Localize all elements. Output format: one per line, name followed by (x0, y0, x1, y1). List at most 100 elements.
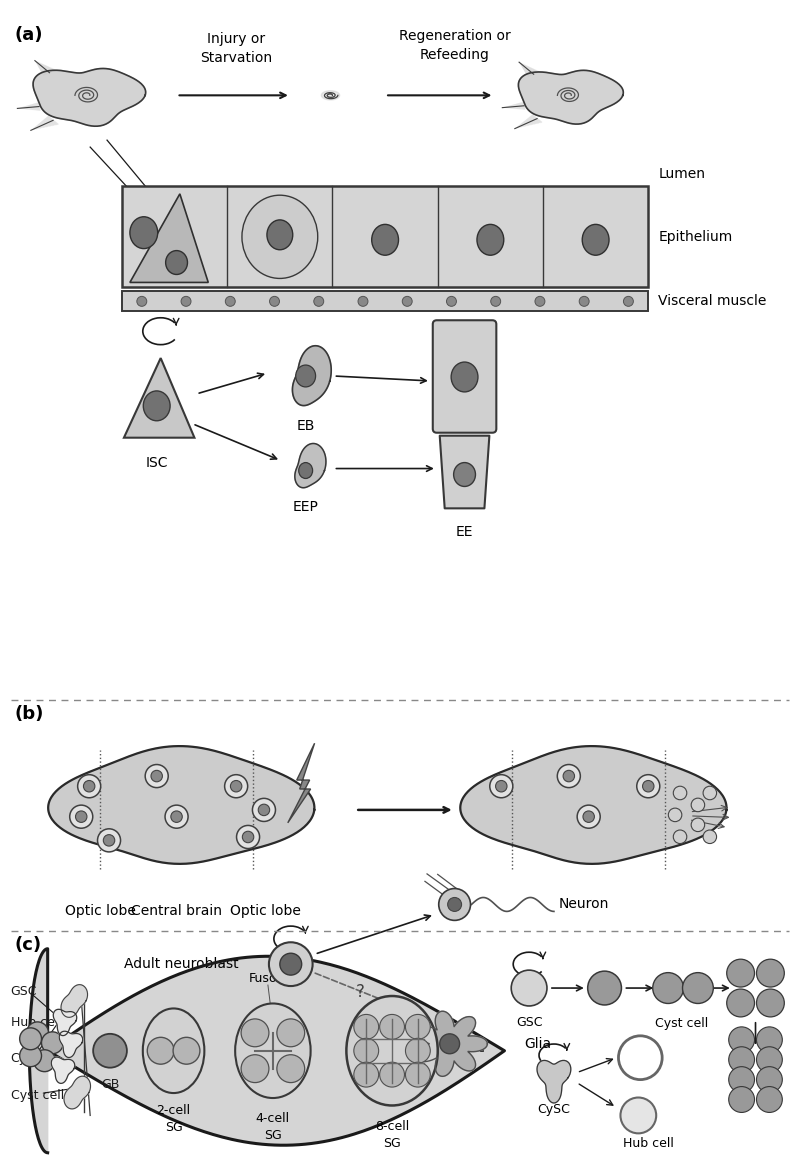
Ellipse shape (298, 463, 313, 478)
Polygon shape (41, 67, 50, 71)
Polygon shape (38, 65, 44, 67)
Circle shape (674, 830, 686, 843)
Polygon shape (41, 122, 46, 127)
Polygon shape (35, 127, 38, 129)
Circle shape (406, 1039, 430, 1063)
Circle shape (277, 1055, 305, 1083)
Polygon shape (34, 127, 37, 129)
Text: EE: EE (456, 526, 474, 540)
Ellipse shape (235, 1004, 310, 1098)
Circle shape (653, 972, 683, 1004)
Text: Cyst cell: Cyst cell (10, 1089, 64, 1103)
Text: GSC: GSC (10, 985, 38, 998)
Text: Adult neuroblast: Adult neuroblast (124, 957, 239, 971)
Circle shape (577, 805, 600, 828)
Polygon shape (31, 105, 33, 110)
Polygon shape (528, 72, 540, 77)
Polygon shape (519, 124, 522, 127)
Polygon shape (44, 119, 53, 126)
Polygon shape (33, 104, 34, 110)
Circle shape (147, 1037, 174, 1064)
Polygon shape (38, 64, 42, 65)
Polygon shape (322, 91, 340, 100)
Polygon shape (39, 123, 44, 128)
Circle shape (354, 1014, 378, 1040)
Circle shape (438, 889, 470, 920)
Polygon shape (522, 65, 526, 67)
Circle shape (691, 798, 705, 812)
Circle shape (226, 297, 235, 306)
Circle shape (402, 297, 412, 306)
Circle shape (623, 297, 634, 306)
Polygon shape (61, 985, 87, 1018)
Polygon shape (48, 116, 58, 124)
Circle shape (93, 1034, 127, 1068)
Polygon shape (528, 119, 535, 124)
Circle shape (729, 1027, 754, 1053)
Polygon shape (36, 126, 39, 128)
Polygon shape (27, 106, 28, 109)
Polygon shape (42, 121, 48, 127)
Circle shape (358, 297, 368, 306)
Circle shape (230, 780, 242, 792)
Circle shape (757, 1066, 782, 1092)
Circle shape (145, 764, 168, 787)
Circle shape (181, 297, 191, 306)
Polygon shape (525, 121, 530, 126)
Text: CySC: CySC (10, 1053, 43, 1065)
Text: Starvation: Starvation (200, 51, 272, 65)
Circle shape (729, 1047, 754, 1072)
Polygon shape (46, 119, 54, 126)
Polygon shape (30, 949, 505, 1153)
Text: SG: SG (383, 1137, 401, 1150)
Polygon shape (34, 128, 35, 129)
Polygon shape (524, 121, 529, 126)
Text: Optic lobe: Optic lobe (230, 905, 302, 919)
Polygon shape (521, 102, 522, 109)
Polygon shape (38, 65, 45, 67)
Circle shape (674, 786, 686, 800)
Polygon shape (525, 69, 533, 72)
Polygon shape (40, 66, 47, 70)
Circle shape (75, 811, 87, 822)
Circle shape (490, 775, 513, 798)
Ellipse shape (477, 224, 504, 255)
Circle shape (354, 1062, 378, 1087)
Circle shape (682, 972, 714, 1004)
Polygon shape (518, 70, 623, 124)
Text: Refeeding: Refeeding (420, 49, 490, 63)
Text: EB: EB (297, 419, 315, 433)
Polygon shape (518, 127, 519, 128)
Text: Injury or: Injury or (207, 31, 266, 45)
Circle shape (729, 1066, 754, 1092)
Polygon shape (38, 124, 42, 128)
Text: 4-cell: 4-cell (256, 1113, 290, 1126)
Circle shape (440, 1034, 459, 1054)
Text: Lumen: Lumen (658, 167, 705, 181)
Circle shape (70, 805, 93, 828)
Ellipse shape (582, 224, 609, 255)
Polygon shape (37, 126, 41, 128)
Circle shape (621, 1098, 656, 1134)
Circle shape (241, 1055, 269, 1083)
Circle shape (448, 898, 462, 912)
Polygon shape (537, 1061, 570, 1103)
Polygon shape (515, 104, 517, 109)
Polygon shape (522, 102, 524, 109)
Text: Central brain: Central brain (131, 905, 222, 919)
Circle shape (380, 1062, 405, 1087)
Text: EC: EC (455, 445, 474, 459)
Circle shape (137, 297, 146, 306)
Polygon shape (527, 71, 538, 76)
Circle shape (703, 830, 717, 843)
Polygon shape (527, 71, 538, 76)
Polygon shape (37, 102, 39, 110)
Circle shape (151, 770, 162, 782)
Text: Hub cell: Hub cell (623, 1137, 674, 1150)
Polygon shape (34, 104, 35, 110)
Text: (a): (a) (14, 26, 43, 44)
Circle shape (490, 297, 501, 306)
Text: 2-cell: 2-cell (157, 1105, 190, 1118)
Circle shape (535, 297, 545, 306)
Polygon shape (130, 194, 208, 283)
